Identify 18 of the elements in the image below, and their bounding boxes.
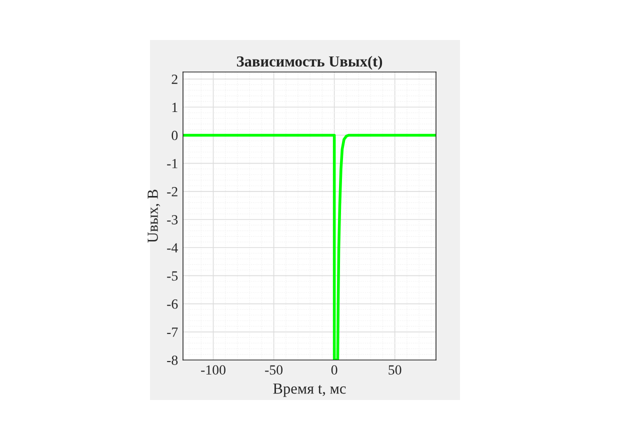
x-tick-label: 0: [331, 365, 338, 375]
x-axis-title: Время t, мс: [273, 384, 346, 397]
x-tick-label: -100: [201, 365, 226, 375]
y-tick-label: -5: [167, 271, 178, 281]
y-axis-title: Uвых, В: [148, 190, 160, 243]
y-tick-label: -1: [167, 158, 178, 168]
y-tick-label: 1: [172, 102, 178, 112]
y-tick-label: -8: [167, 356, 178, 365]
y-tick-label: -3: [167, 215, 178, 224]
chart-title: Зависимость Uвых(t): [236, 56, 382, 70]
y-tick-label: 0: [172, 130, 178, 140]
x-tick-label: -50: [265, 365, 283, 375]
y-tick-label: -7: [167, 328, 178, 337]
x-tick-label: 50: [388, 365, 402, 375]
y-tick-label: -2: [167, 187, 178, 196]
y-tick-label: 2: [172, 74, 178, 84]
y-tick-label: -6: [167, 299, 178, 309]
y-tick-label: -4: [167, 243, 178, 252]
